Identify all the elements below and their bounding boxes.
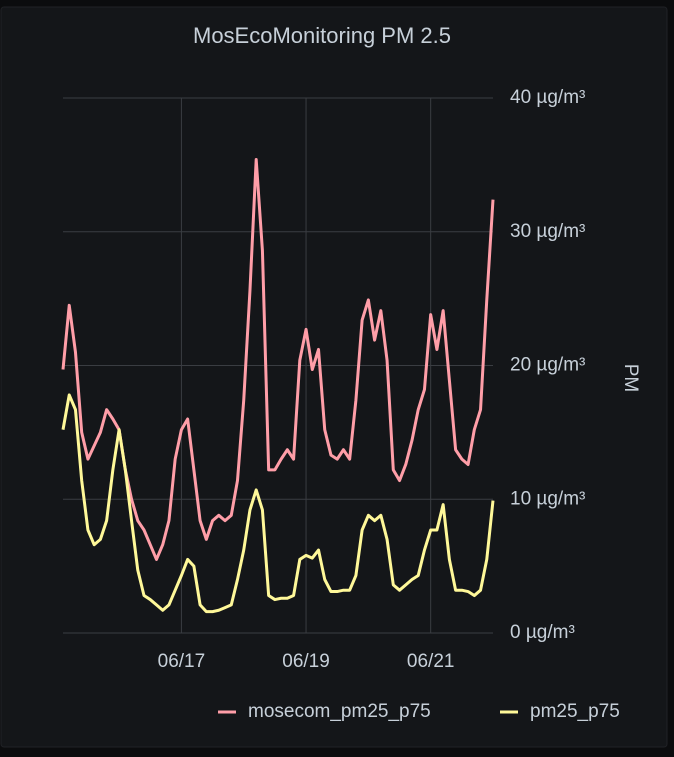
x-tick-label: 06/21 xyxy=(407,651,455,672)
legend-label: mosecom_pm25_p75 xyxy=(248,701,431,722)
y-tick-label: 10 µg/m³ xyxy=(510,488,585,509)
legend-label: pm25_p75 xyxy=(530,701,620,722)
y-tick-label: 30 µg/m³ xyxy=(510,221,585,242)
panel-background xyxy=(0,6,668,748)
series-line xyxy=(61,158,495,561)
y-axis-label: PM xyxy=(620,364,641,393)
series-line xyxy=(61,393,495,614)
chart-title: MosEcoMonitoring PM 2.5 xyxy=(193,23,451,48)
y-tick-label: 40 µg/m³ xyxy=(510,87,585,108)
y-tick-label: 0 µg/m³ xyxy=(510,622,575,643)
x-tick-label: 06/19 xyxy=(282,651,330,672)
x-tick-label: 06/17 xyxy=(158,651,206,672)
y-tick-label: 20 µg/m³ xyxy=(510,355,585,376)
